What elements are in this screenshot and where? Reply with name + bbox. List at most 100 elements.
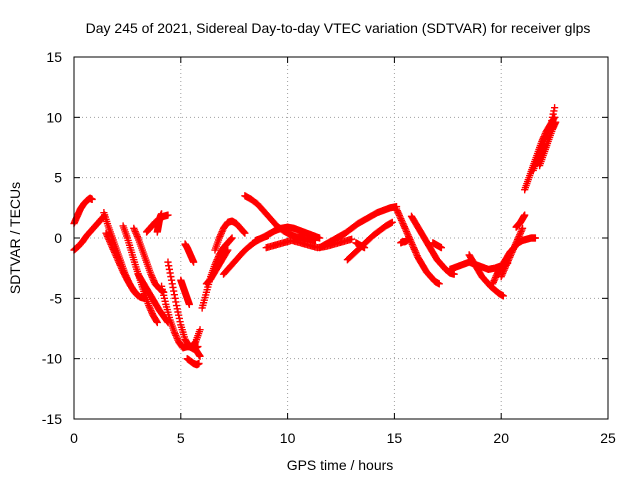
data-point	[497, 273, 505, 281]
y-tick-label: -5	[50, 290, 63, 306]
data-point	[148, 308, 156, 316]
data-point	[395, 210, 403, 218]
data-point	[515, 232, 523, 240]
data-point	[102, 229, 110, 237]
data-point	[217, 229, 225, 237]
series-arc-01	[70, 194, 96, 228]
data-point	[133, 231, 141, 239]
data-point	[175, 311, 183, 319]
series-arc-23	[316, 203, 401, 252]
data-point	[147, 306, 155, 314]
chart-title: Day 245 of 2021, Sidereal Day-to-day VTE…	[86, 20, 591, 36]
data-point	[504, 256, 512, 265]
series-arc-12	[177, 276, 193, 308]
data-point	[396, 213, 404, 221]
x-axis-label: GPS time / hours	[287, 457, 394, 473]
data-point	[174, 308, 182, 316]
data-point	[510, 244, 518, 252]
data-point	[403, 236, 411, 245]
data-point	[513, 237, 521, 245]
data-point	[504, 258, 512, 266]
data-point	[348, 235, 356, 243]
data-point	[552, 118, 560, 126]
y-tick-label: -15	[42, 411, 62, 427]
data-point	[104, 234, 112, 242]
data-point	[411, 247, 419, 255]
data-point	[215, 234, 223, 242]
x-tick-label: 25	[600, 430, 616, 446]
data-point	[116, 261, 124, 269]
data-point	[513, 236, 522, 244]
data-point	[399, 219, 407, 228]
series-arc-17	[202, 246, 232, 288]
data-point	[149, 275, 157, 283]
data-point	[195, 359, 203, 368]
data-point	[412, 248, 420, 257]
data-point	[166, 269, 174, 277]
series-arc-25	[352, 239, 369, 252]
data-point	[165, 265, 174, 273]
data-point	[239, 227, 248, 236]
data-point	[435, 280, 443, 288]
data-point	[397, 216, 406, 224]
data-point	[410, 244, 418, 252]
data-point	[499, 269, 507, 277]
data-point	[392, 205, 401, 213]
data-point	[170, 291, 178, 299]
data-point	[150, 277, 158, 285]
data-point	[405, 232, 413, 240]
data-point	[145, 303, 154, 311]
series-arc-15	[190, 343, 204, 360]
data-point	[514, 234, 522, 242]
data-point	[402, 227, 411, 236]
data-point	[394, 208, 402, 216]
data-point	[169, 283, 177, 292]
series-arc-09	[153, 210, 166, 236]
data-point	[404, 231, 412, 239]
data-point	[360, 244, 369, 252]
series-arc-21	[251, 223, 324, 245]
data-point	[168, 280, 176, 288]
data-point	[111, 250, 119, 258]
data-point	[491, 275, 499, 283]
data-point	[148, 273, 156, 282]
series-arc-29	[429, 239, 445, 252]
data-point	[516, 229, 525, 237]
y-tick-label: 15	[46, 49, 62, 65]
data-point	[500, 266, 508, 274]
data-point	[185, 300, 193, 308]
series-arc-13	[181, 240, 198, 266]
data-point	[489, 278, 497, 286]
data-point	[148, 272, 156, 280]
data-point	[499, 268, 507, 276]
data-point	[147, 270, 155, 278]
data-point	[551, 104, 559, 112]
data-point	[106, 237, 114, 245]
data-point	[224, 246, 232, 254]
data-point	[113, 255, 122, 263]
data-point	[501, 264, 509, 273]
data-point	[132, 229, 140, 237]
series-arc-26	[392, 205, 443, 288]
data-points	[70, 104, 560, 369]
data-point	[393, 207, 401, 215]
data-point	[108, 244, 117, 252]
series-arc-27	[397, 236, 411, 247]
x-tick-label: 0	[70, 430, 78, 446]
y-tick-label: 10	[46, 109, 62, 125]
data-point	[114, 256, 122, 265]
data-point	[109, 245, 117, 253]
data-point	[516, 231, 524, 239]
series-arc-18	[211, 217, 249, 254]
data-point	[400, 221, 408, 229]
data-point	[316, 234, 324, 242]
data-point	[398, 218, 406, 226]
data-point	[173, 334, 181, 343]
series-arc-14	[183, 355, 203, 369]
y-tick-label: 5	[54, 170, 62, 186]
data-point	[145, 301, 153, 310]
data-point	[133, 232, 141, 240]
data-point	[172, 333, 181, 341]
data-point	[146, 305, 154, 313]
